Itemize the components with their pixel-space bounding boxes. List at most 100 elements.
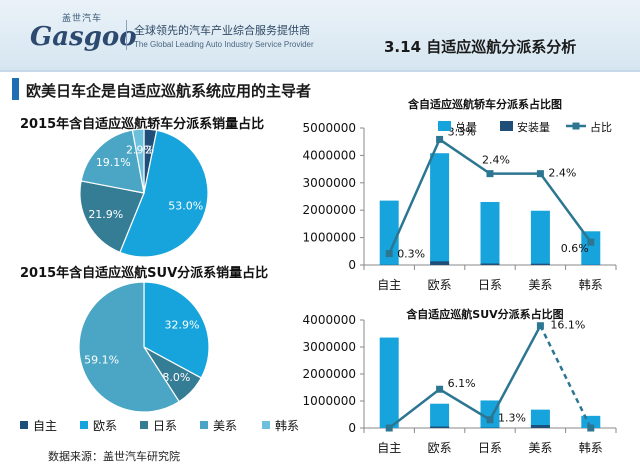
x-tick-label: 韩系 (579, 277, 603, 292)
pie-chart-suv: 32.9% 8.0% 59.1% (78, 281, 210, 413)
header-banner: 盖世汽车 Gasgoo 全球领先的汽车产业综合服务提供商 The Global … (0, 0, 640, 72)
legend-swatch-美系 (200, 421, 208, 429)
legend-swatch-total (438, 121, 451, 131)
bar-chart-suv: 0 1000000 2000000 3000000 4000000 自主 欧系 日系 美系 韩系 6… (303, 313, 617, 455)
bar1-title: 含自适应巡航轿车分派系占比图 (407, 97, 562, 111)
pie-slice-韩系 (131, 128, 145, 194)
share-line (388, 325, 542, 429)
subtitle-accent-bar (12, 78, 19, 100)
share-marker (385, 250, 393, 258)
y-tick-label: 1000000 (303, 394, 356, 408)
bar-total-美系 (530, 210, 550, 265)
bar-total-自主 (379, 200, 399, 265)
pie-slice-美系 (80, 129, 145, 194)
share-marker (436, 135, 444, 143)
bar-total-韩系 (581, 231, 601, 265)
legend-label-美系: 美系 (213, 419, 237, 433)
legend-swatch-欧系 (80, 421, 88, 429)
y-tick-label: 0 (348, 421, 356, 435)
bar-total-欧系 (430, 403, 450, 428)
slogan-cn: 全球领先的汽车产业综合服务提供商 (134, 24, 310, 37)
pie-chart-sedan: 3.2%53.0%21.9%19.1%2.9% (79, 128, 209, 258)
y-tick-label: 4000000 (303, 148, 356, 162)
bar-total-自主 (379, 337, 399, 428)
x-tick-label: 日系 (478, 278, 502, 292)
pie-data-label: 53.0% (168, 200, 203, 213)
share-marker (436, 385, 444, 393)
y-tick-label: 0 (348, 258, 356, 272)
share-data-label: 0.3% (397, 248, 425, 261)
legend-label-日系: 日系 (153, 419, 177, 433)
bar-chart-sedan: 0 1000000 2000000 3000000 4000000 5000000 自主 欧系… (303, 120, 617, 292)
pie-data-label: 32.9% (165, 318, 200, 331)
bar-total-日系 (480, 400, 500, 428)
bar-installed-日系 (480, 263, 500, 265)
x-tick-label: 美系 (528, 441, 552, 455)
share-marker (587, 238, 595, 246)
legend-swatch-日系 (140, 421, 148, 429)
legend-swatch-installed (500, 121, 513, 131)
share-marker (486, 416, 494, 424)
pie-data-label: 21.9% (88, 208, 123, 221)
share-marker (536, 170, 544, 178)
share-marker (587, 424, 595, 432)
subtitle: 欧美日车企是自适应巡航系统应用的主导者 (26, 82, 312, 100)
bar-installed-欧系 (430, 261, 450, 265)
share-data-label: 3.3% (448, 125, 476, 138)
source-note: 数据来源：盖世汽车研究院 (48, 450, 180, 463)
share-line-dashed (539, 325, 592, 429)
bar-installed-美系 (530, 425, 550, 428)
legend-label-installed: 安装量 (517, 120, 550, 134)
y-tick-label: 2000000 (303, 203, 356, 217)
legend-label-自主: 自主 (33, 419, 57, 433)
pie1-title: 2015年含自适应巡航轿车分派系销量占比 (20, 116, 264, 132)
share-marker (385, 424, 393, 432)
share-data-label: 0.6% (561, 242, 589, 255)
pie-data-label: 8.0% (162, 371, 190, 384)
slide-title: 3.14 自适应巡航分派系分析 (384, 38, 577, 56)
y-tick-label: 4000000 (303, 313, 356, 327)
slogan-en: The Global Leading Auto Industry Service… (134, 40, 314, 49)
pie-data-label: 2.9% (126, 144, 154, 157)
pie-slice-欧系 (119, 129, 209, 258)
x-tick-label: 美系 (528, 278, 552, 292)
share-data-label: 16.1% (550, 319, 585, 332)
y-tick-label: 3000000 (303, 340, 356, 354)
x-tick-label: 自主 (377, 278, 401, 292)
x-tick-label: 欧系 (428, 441, 452, 455)
x-tick-label: 欧系 (428, 278, 452, 292)
share-data-label: 2.4% (548, 167, 576, 180)
bar-total-日系 (480, 201, 500, 265)
share-marker (536, 322, 544, 330)
share-data-label: 2.4% (482, 154, 510, 167)
y-tick-label: 5000000 (303, 121, 356, 135)
x-tick-label: 韩系 (579, 440, 603, 455)
bar2-title: 含自适应巡航SUV分派系占比图 (405, 307, 563, 321)
legend-swatch-韩系 (262, 421, 270, 429)
x-tick-label: 日系 (478, 441, 502, 455)
pie-slice-日系 (79, 180, 145, 254)
share-marker (486, 170, 494, 178)
pie-data-label: 59.1% (84, 354, 119, 367)
bar-total-美系 (530, 409, 550, 428)
y-tick-label: 1000000 (303, 231, 356, 245)
pie-data-label: 19.1% (96, 156, 131, 169)
pie-slice-欧系 (143, 281, 210, 379)
legend-label-total: 总量 (455, 120, 477, 134)
pie2-title: 2015年含自适应巡航SUV分派系销量占比 (20, 265, 268, 281)
y-tick-label: 2000000 (303, 367, 356, 381)
legend-swatch-自主 (20, 421, 28, 429)
share-data-label: 1.3% (498, 412, 526, 425)
share-data-label: 6.1% (448, 377, 476, 390)
logo: Gasgoo (30, 22, 137, 52)
bar-installed-欧系 (430, 426, 450, 428)
legend-label-share: 占比 (590, 120, 612, 134)
pie-legend: 自主 欧系 日系 美系 韩系 (20, 418, 299, 433)
divider (126, 20, 127, 50)
legend-marker-share (572, 122, 580, 130)
bar-total-欧系 (430, 153, 450, 265)
pie-slice-美系 (78, 281, 180, 413)
x-tick-label: 自主 (377, 441, 401, 455)
